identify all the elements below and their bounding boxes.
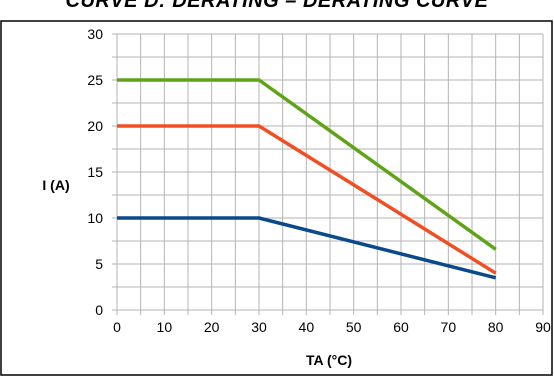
y-tick-label-0: 0 bbox=[95, 302, 103, 318]
series-line-1 bbox=[117, 124, 497, 275]
series-group bbox=[117, 78, 497, 280]
series-line-2 bbox=[117, 216, 497, 280]
x-tick-label-70: 70 bbox=[441, 319, 457, 335]
y-tick-label-20: 20 bbox=[87, 118, 103, 134]
x-tick-label-90: 90 bbox=[535, 319, 551, 335]
x-tick-labels: 0 10 20 30 40 50 60 70 80 90 bbox=[113, 319, 551, 335]
x-tick-label-80: 80 bbox=[488, 319, 504, 335]
y-tick-labels: 0 5 10 15 20 25 30 bbox=[87, 26, 103, 318]
y-tick-label-10: 10 bbox=[87, 210, 103, 226]
x-tick-label-30: 30 bbox=[251, 319, 267, 335]
chart-title: CURVE D: DERATING – DERATING CURVE bbox=[65, 0, 489, 12]
y-tick-label-5: 5 bbox=[95, 256, 103, 272]
y-tick-label-15: 15 bbox=[87, 164, 103, 180]
x-tick-label-60: 60 bbox=[393, 319, 409, 335]
x-tick-label-0: 0 bbox=[113, 319, 121, 335]
x-tick-label-50: 50 bbox=[346, 319, 362, 335]
chart-frame bbox=[0, 20, 553, 376]
x-tick-label-40: 40 bbox=[299, 319, 315, 335]
x-tick-label-20: 20 bbox=[204, 319, 220, 335]
x-axis-title: TA (°C) bbox=[306, 352, 352, 368]
y-axis-title: I (A) bbox=[42, 177, 69, 193]
x-tick-label-10: 10 bbox=[157, 319, 173, 335]
series-line-0 bbox=[117, 78, 497, 251]
y-tick-label-25: 25 bbox=[87, 72, 103, 88]
y-tick-label-30: 30 bbox=[87, 26, 103, 42]
